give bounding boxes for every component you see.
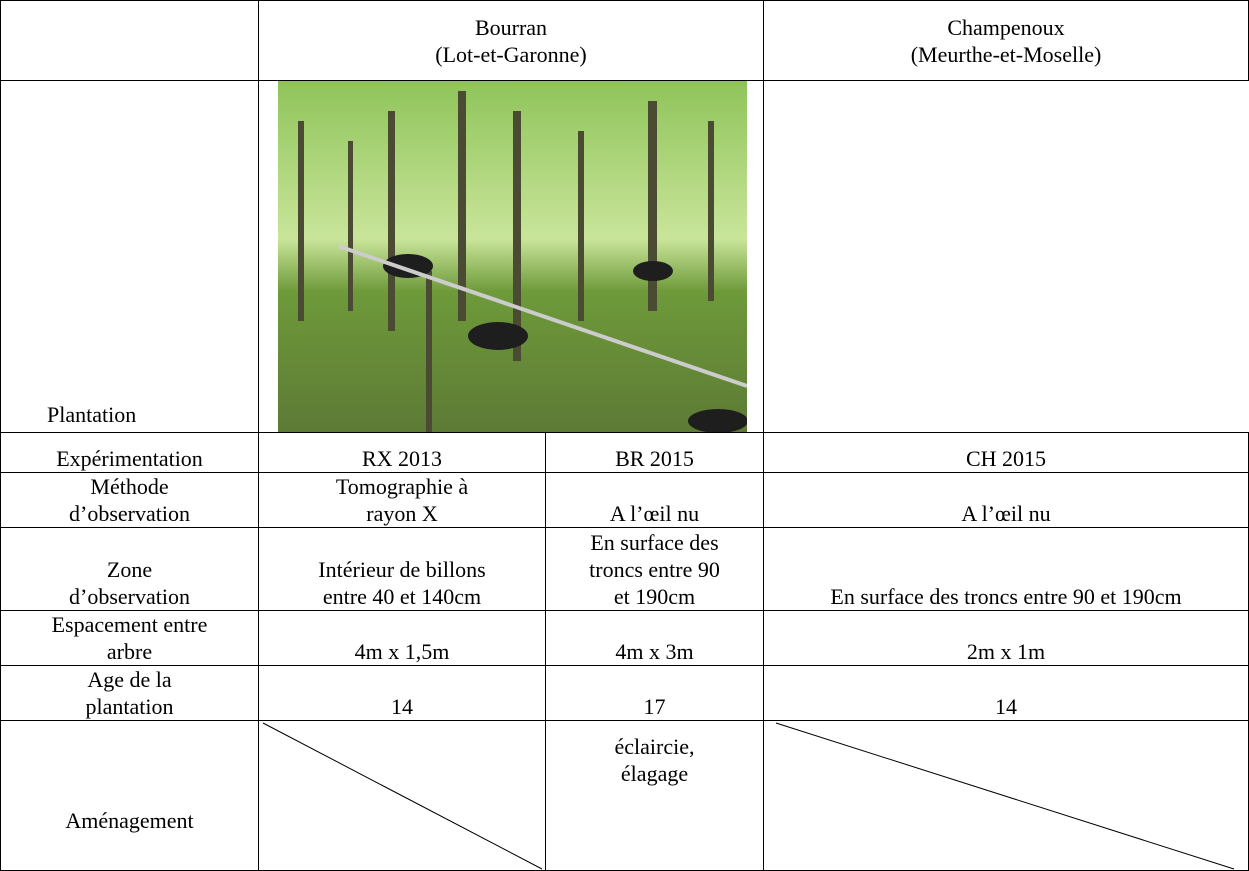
row-label: Expérimentation [0, 432, 259, 473]
cell: 2m x 1m [763, 610, 1249, 666]
site-header: Champenoux (Meurthe-et-Moselle) [763, 0, 1249, 81]
photo-cell [257, 80, 765, 433]
row-label: Aménagement [0, 720, 259, 871]
empty-cell [258, 720, 546, 871]
cell: éclaircie, élagage [544, 720, 765, 871]
empty-cell [0, 0, 259, 81]
cell: A l’œil nu [763, 472, 1249, 528]
row-label: Méthode d’observation [0, 472, 259, 528]
photo-bourran [278, 81, 747, 432]
cell: En surface des troncs entre 90 et 190cm [763, 527, 1249, 611]
cell: CH 2015 [763, 432, 1249, 473]
cell: Tomographie à rayon X [258, 472, 546, 528]
row-label: Espacement entre arbre [0, 610, 259, 666]
site-header: Bourran (Lot-et-Garonne) [257, 0, 765, 81]
diagonal [775, 722, 1235, 870]
cell: 4m x 1,5m [258, 610, 546, 666]
cell: En surface des troncs entre 90 et 190cm [544, 527, 765, 611]
diagonal [262, 722, 543, 870]
cell: Intérieur de billons entre 40 et 140cm [258, 527, 546, 611]
row-label: Plantation [0, 80, 259, 433]
cell: BR 2015 [544, 432, 765, 473]
cell: 14 [763, 665, 1249, 721]
row-label: Zone d’observation [0, 527, 259, 611]
cell: 14 [258, 665, 546, 721]
cell: RX 2013 [258, 432, 546, 473]
cell: A l’œil nu [544, 472, 765, 528]
cell: 17 [544, 665, 765, 721]
empty-cell [763, 720, 1249, 871]
row-label: Age de la plantation [0, 665, 259, 721]
cell: 4m x 3m [544, 610, 765, 666]
